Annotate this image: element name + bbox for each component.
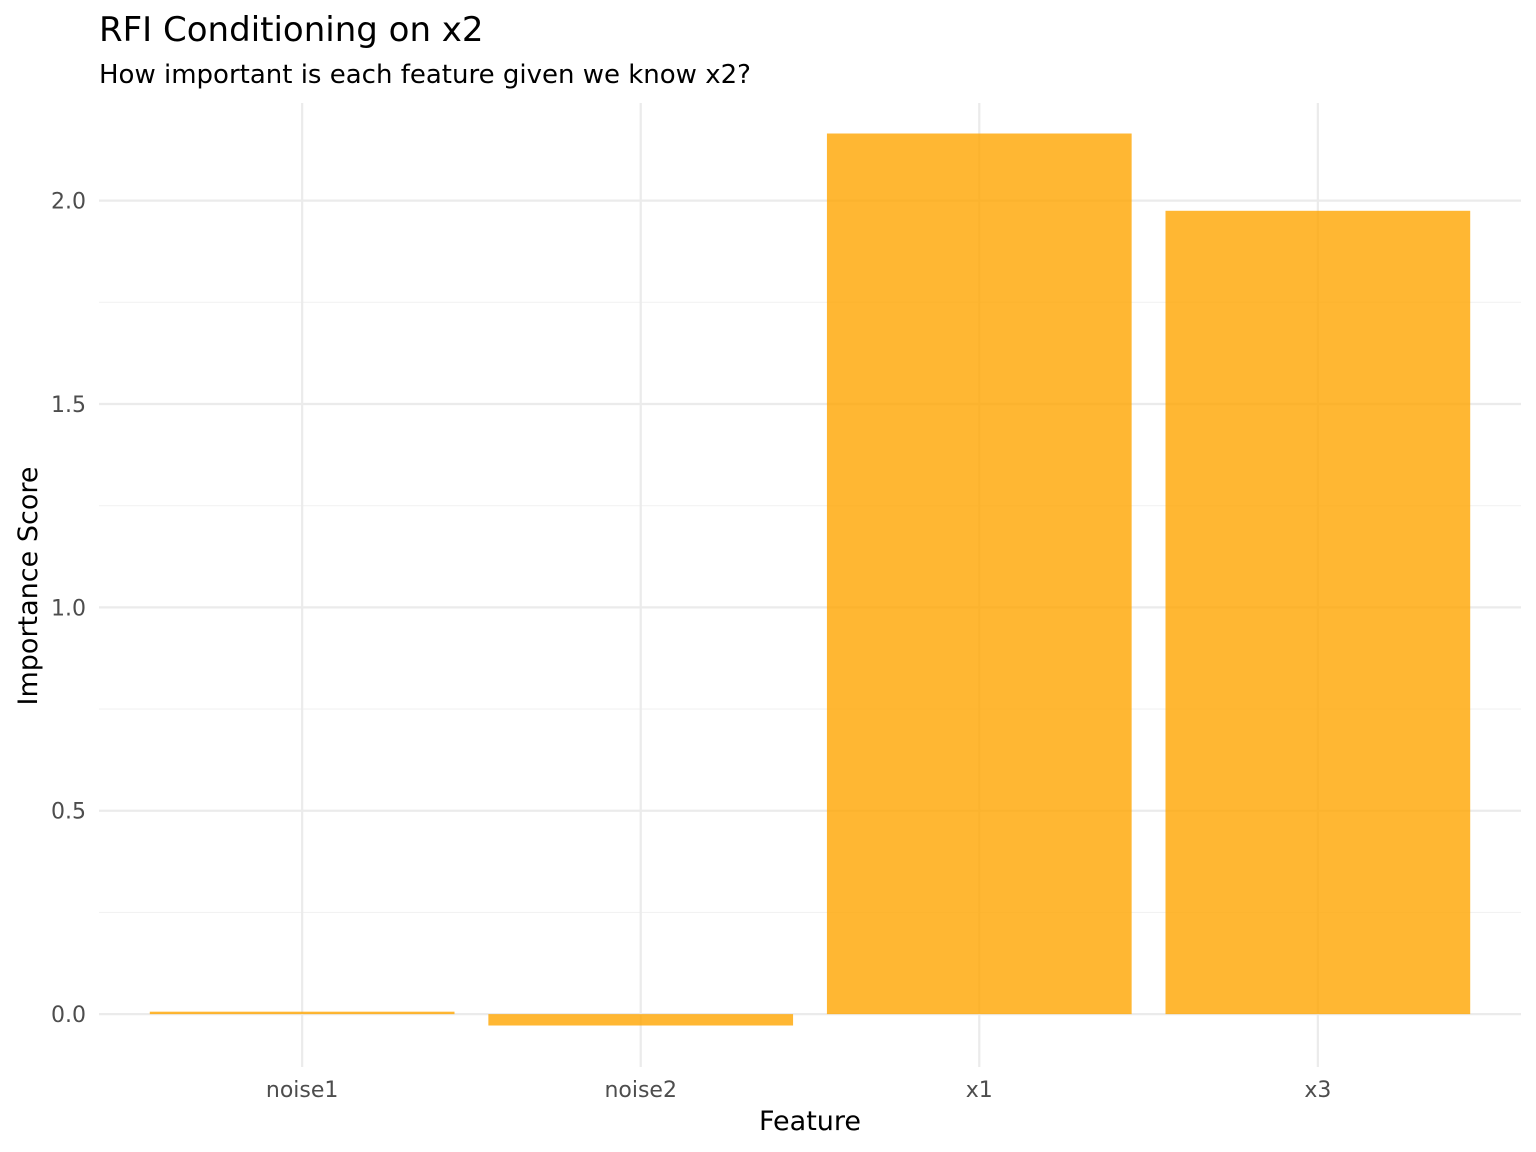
chart-subtitle: How important is each feature given we k… (99, 60, 751, 90)
bars (149, 133, 1471, 1026)
y-tick-label: 0.0 (51, 1003, 86, 1028)
x-tick-label: x3 (1304, 1078, 1331, 1103)
chart-title: RFI Conditioning on x2 (99, 10, 484, 50)
y-axis-tick-labels: 0.0 0.5 1.0 1.5 2.0 (51, 190, 86, 1029)
bar-x1 (826, 133, 1132, 1015)
x-tick-label: x1 (966, 1078, 993, 1103)
x-axis-title: Feature (759, 1106, 861, 1137)
x-tick-label: noise1 (266, 1078, 339, 1103)
y-axis-title: Importance Score (13, 467, 44, 706)
y-tick-label: 1.5 (51, 393, 86, 418)
bar-x3 (1165, 210, 1471, 1015)
x-tick-label: noise2 (604, 1078, 677, 1103)
bar-noise1 (149, 1011, 455, 1015)
x-axis-tick-labels: noise1 noise2 x1 x3 (266, 1078, 1331, 1103)
y-tick-label: 0.5 (51, 800, 86, 825)
y-tick-label: 1.0 (51, 596, 86, 621)
y-tick-label: 2.0 (51, 190, 86, 215)
bar-noise2 (488, 1014, 794, 1026)
